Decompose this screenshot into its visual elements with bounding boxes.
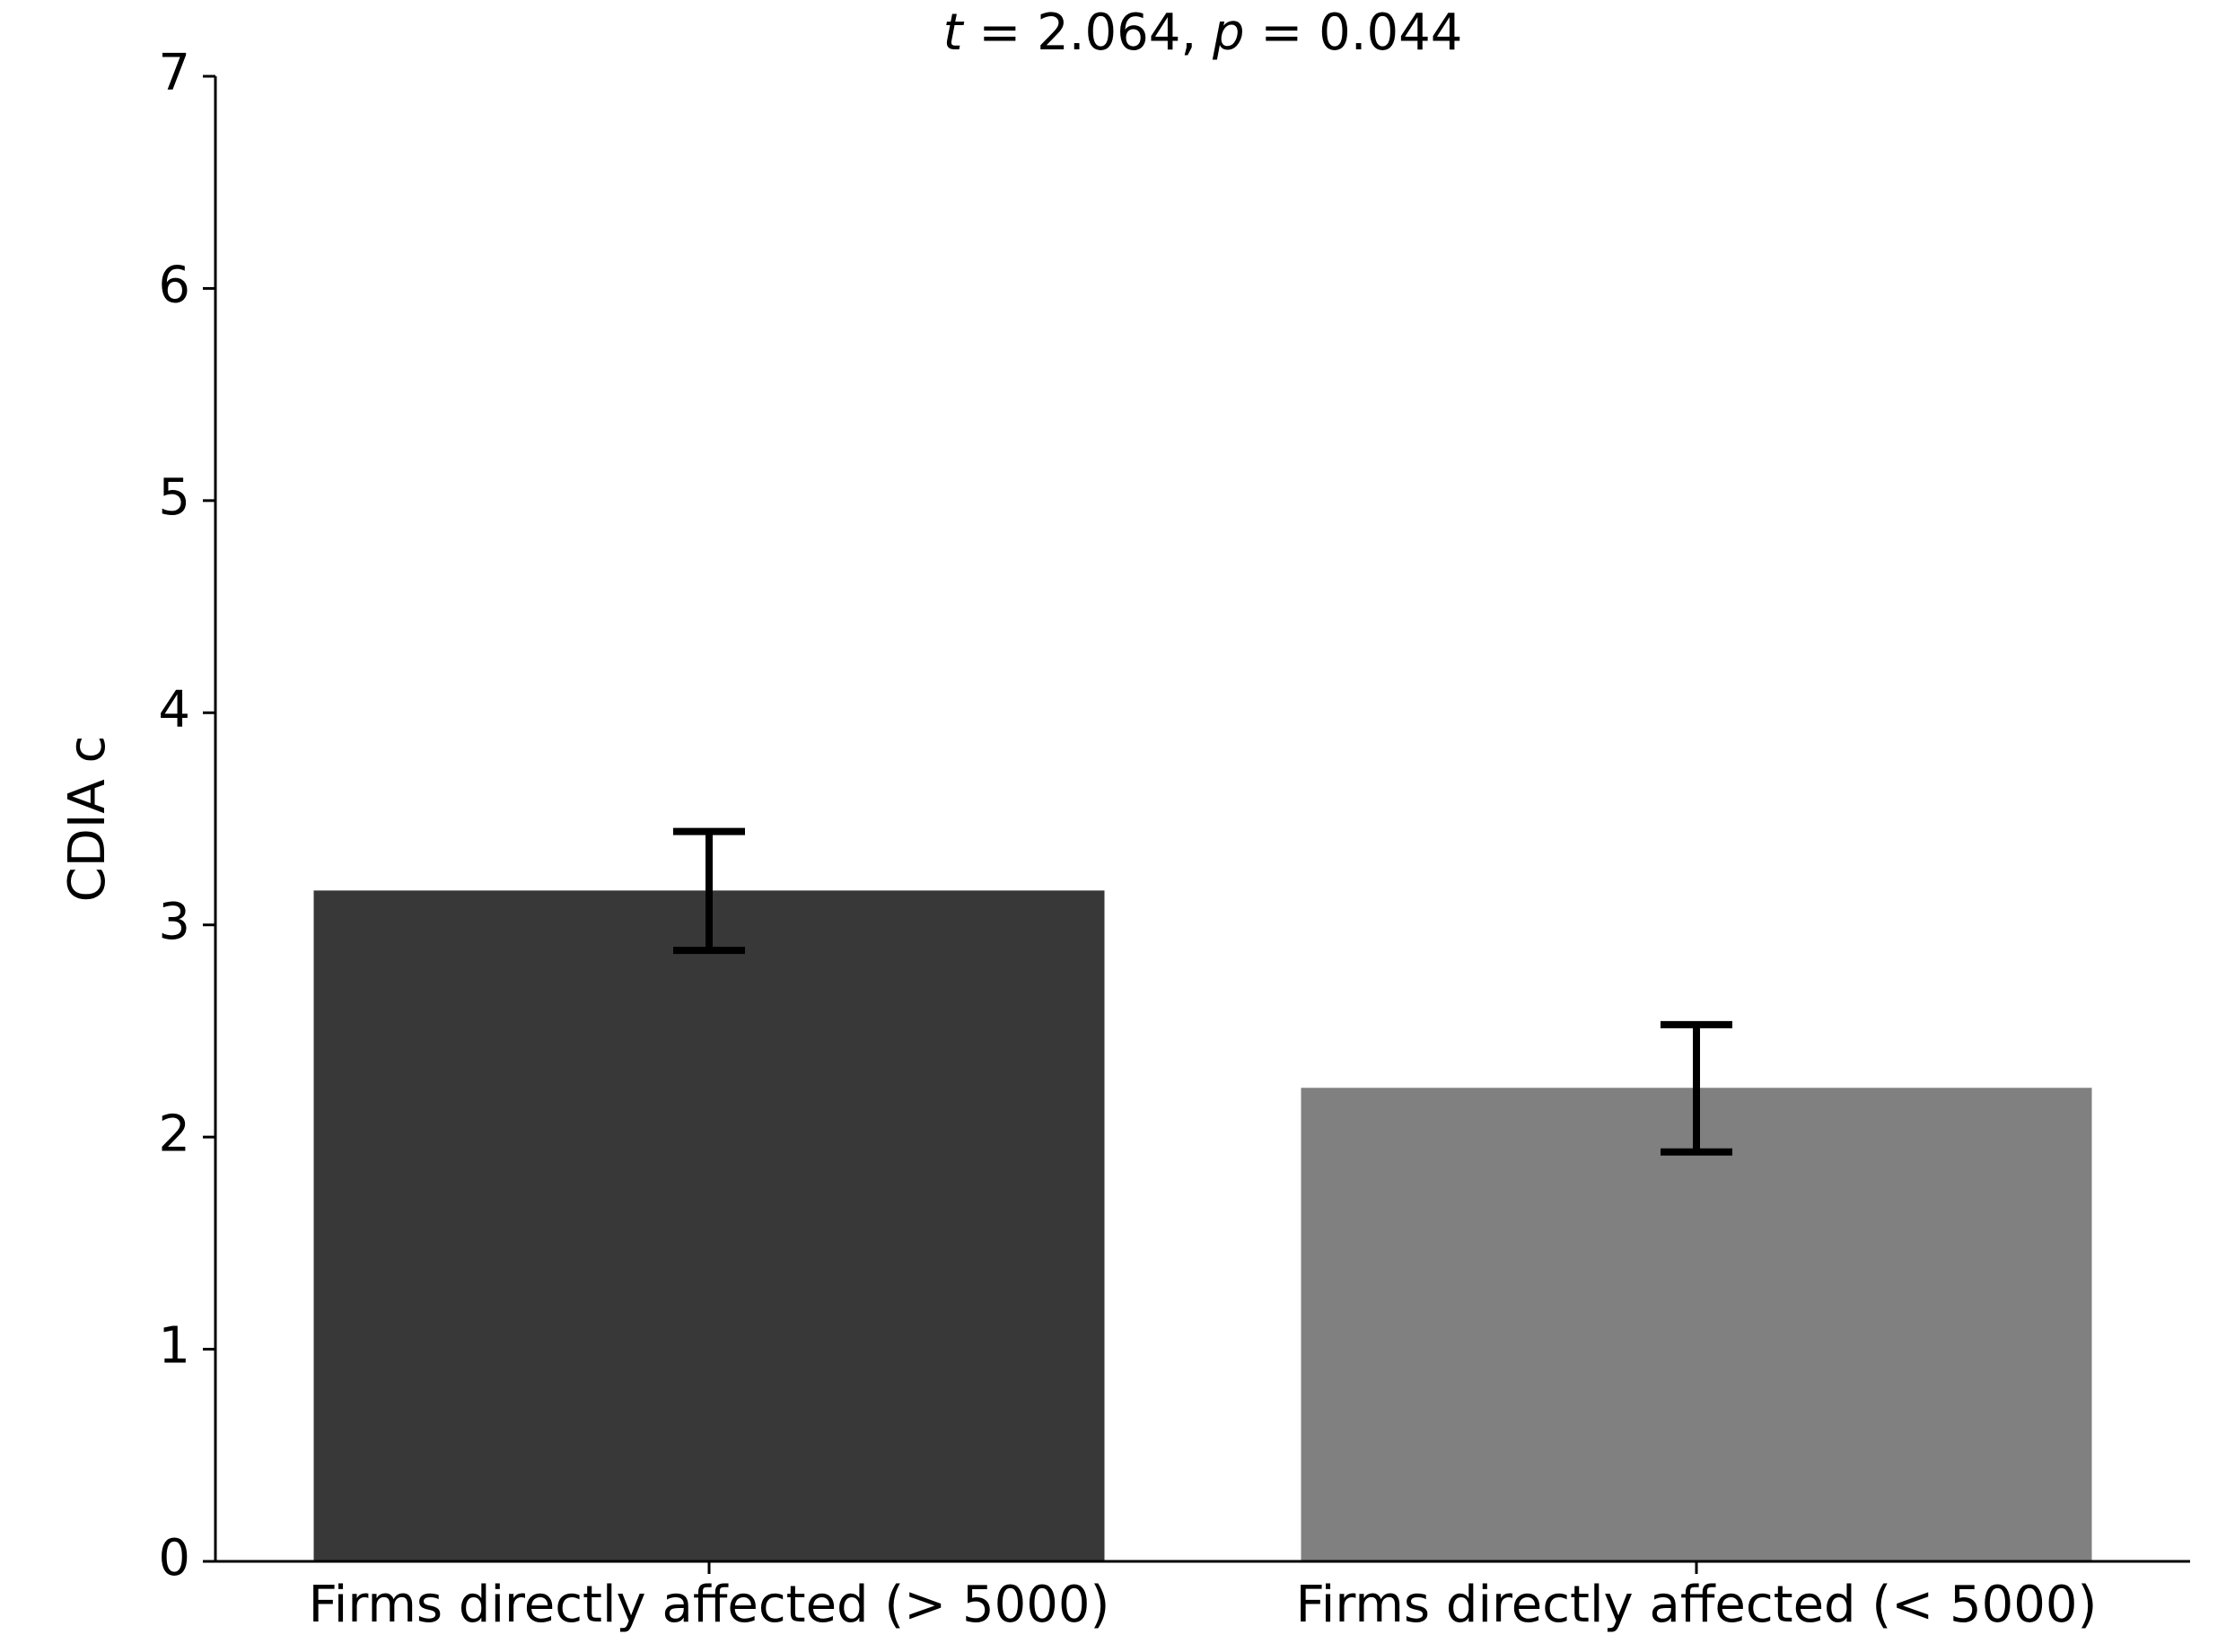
y-tick-label: 6 xyxy=(158,257,190,315)
bar xyxy=(314,891,1104,1561)
y-tick-label: 5 xyxy=(158,468,190,527)
y-tick-label: 4 xyxy=(158,680,190,739)
y-tick-label: 7 xyxy=(158,44,190,102)
x-tick-label: Firms directly affected (< 5000) xyxy=(1296,1576,2098,1634)
bar-chart: 0 1 2 3 4 5 6 7 Firms directly affected (> 5000)… xyxy=(0,0,2226,1652)
y-axis-label: CDIA c xyxy=(58,736,117,903)
y-tick-label: 3 xyxy=(158,893,190,951)
chart-svg: 0 1 2 3 4 5 6 7 Firms directly affected (> 5000)… xyxy=(0,0,2226,1652)
chart-title: t = 2.064, p = 0.044 xyxy=(943,4,1463,62)
x-tick-label: Firms directly affected (> 5000) xyxy=(309,1576,1110,1634)
y-tick-label: 1 xyxy=(158,1317,190,1376)
y-tick-label: 0 xyxy=(158,1529,190,1587)
bar xyxy=(1301,1088,2091,1561)
y-tick-label: 2 xyxy=(158,1105,190,1163)
